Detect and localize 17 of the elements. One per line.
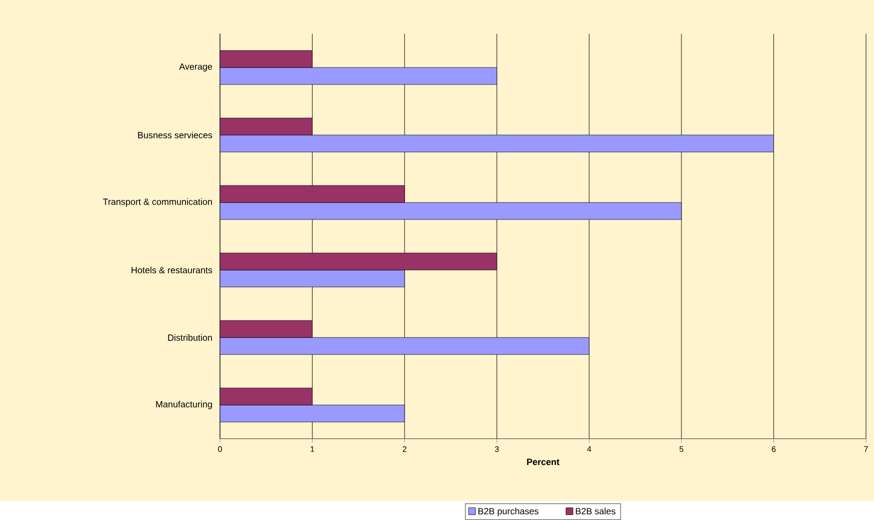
y-tick-label: Average [179,63,212,72]
x-tick-label: 6 [772,446,776,452]
x-tick-label: 1 [310,446,314,452]
x-tick-label: 3 [494,446,499,452]
y-tick-label: Manufacturing [156,400,212,410]
y-tick-label: Busness servieces [138,132,212,138]
x-tick-label: 7 [864,446,868,452]
x-axis-title: Percent [527,458,560,466]
x-tick-label: 0 [218,446,222,452]
legend-label: B2B sales [576,508,616,514]
y-tick-label: Transport & communication [102,198,212,207]
x-tick-label: 5 [680,446,684,452]
x-tick-label: 2 [402,446,406,452]
y-tick-label: Distribution [168,334,212,341]
legend-label: B2B purchases [478,508,538,516]
y-tick-label: Hotels & restaurants [132,266,212,274]
x-tick-label: 4 [587,446,592,452]
